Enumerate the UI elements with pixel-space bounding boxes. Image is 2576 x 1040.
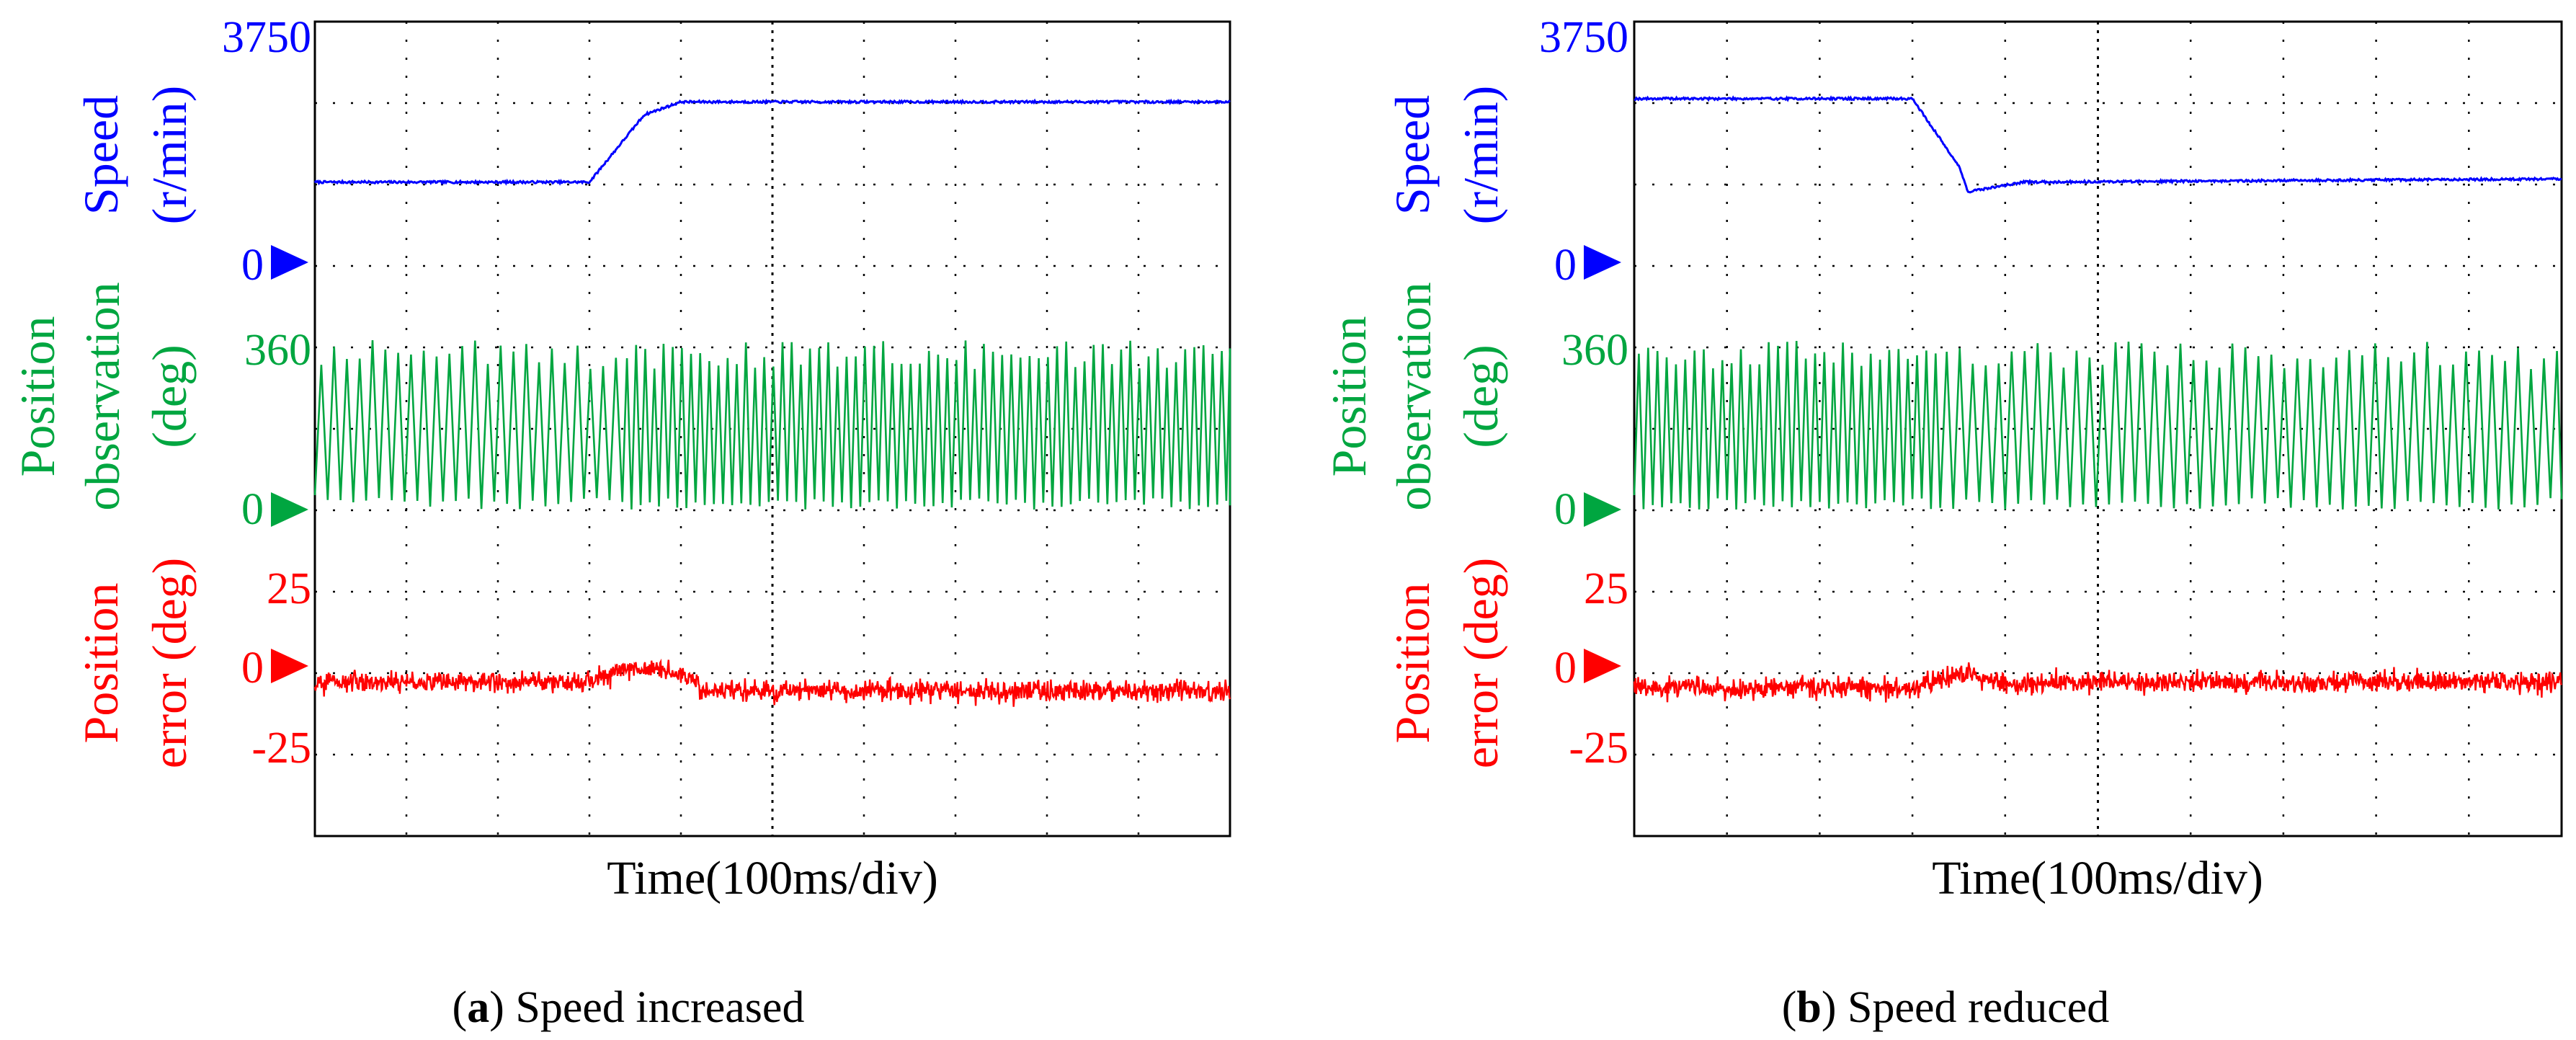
position-obs-label-b: observation <box>1386 282 1441 510</box>
x-axis-label-b: Time(100ms/div) <box>1932 852 2263 905</box>
position-zero-label-b: 0 <box>1554 485 1577 534</box>
speed-trace <box>313 98 1231 186</box>
caption-b: (b) Speed reduced <box>1782 983 2110 1032</box>
position-ylabel-a: Position <box>10 316 65 477</box>
speed-unit-b: (r/min) <box>1453 86 1508 225</box>
speed-zero-marker-b <box>1584 245 1621 280</box>
position-unit-a: (deg) <box>142 345 197 448</box>
speed-top-label-a: 3750 <box>222 13 311 62</box>
speed-zero-label-a: 0 <box>241 241 264 290</box>
traces-b <box>1633 95 2563 703</box>
x-axis-label-a: Time(100ms/div) <box>607 852 938 905</box>
speed-top-label-b: 3750 <box>1539 13 1628 62</box>
speed-ylabel-b: Speed <box>1385 95 1440 215</box>
speed-ylabel-a: Speed <box>73 95 128 215</box>
error-zero-marker-a <box>271 649 308 683</box>
position-obs-label-a: observation <box>75 282 130 510</box>
caption-a: (a) Speed increased <box>453 983 805 1032</box>
traces-a <box>313 98 1231 707</box>
position-top-label-b: 360 <box>1561 326 1628 375</box>
error-neg-label-a: -25 <box>251 724 311 773</box>
position-unit-b: (deg) <box>1453 345 1508 448</box>
position-zero-marker-a <box>271 492 308 527</box>
error-trace <box>313 658 1231 707</box>
error-ylabel-a: Position <box>73 583 128 744</box>
error-neg-label-b: -25 <box>1569 724 1628 773</box>
error-unit-b: error (deg) <box>1453 558 1508 769</box>
caption-text-a: Speed increased <box>515 983 804 1032</box>
position-trace <box>313 339 1231 510</box>
error-zero-label-b: 0 <box>1554 644 1577 693</box>
speed-unit-a: (r/min) <box>142 86 197 225</box>
caption-text-b: Speed reduced <box>1848 983 2109 1032</box>
grid-a <box>315 22 1230 836</box>
error-zero-marker-b <box>1584 649 1621 683</box>
error-unit-a: error (deg) <box>142 558 197 769</box>
error-trace <box>1633 662 2563 703</box>
position-zero-marker-b <box>1584 492 1621 527</box>
speed-zero-marker-a <box>271 245 308 280</box>
error-zero-label-a: 0 <box>241 644 264 693</box>
error-ylabel-b: Position <box>1385 583 1440 744</box>
error-pos-label-a: 25 <box>267 564 311 613</box>
panel-b: Speed (r/min) 3750 0 Position observatio… <box>1322 13 2563 1032</box>
grid-b <box>1634 22 2562 836</box>
error-pos-label-b: 25 <box>1584 564 1628 613</box>
caption-tag-b: (b) <box>1782 983 1837 1032</box>
speed-trace <box>1634 95 2562 194</box>
position-top-label-a: 360 <box>244 326 311 375</box>
caption-tag-a: (a) <box>453 983 504 1032</box>
speed-zero-label-b: 0 <box>1554 241 1577 290</box>
position-ylabel-b: Position <box>1322 316 1376 477</box>
panel-a: Speed (r/min) 3750 0 Position observatio… <box>10 13 1231 1032</box>
position-trace <box>1633 340 2563 510</box>
position-zero-label-a: 0 <box>241 485 264 534</box>
